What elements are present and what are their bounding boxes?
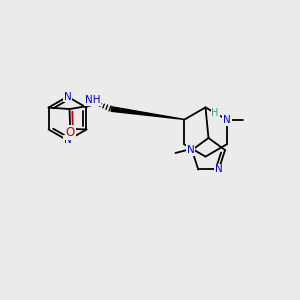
Text: NH: NH [85,95,100,105]
Polygon shape [111,107,184,119]
Text: O: O [65,126,75,139]
Text: H: H [212,108,219,118]
Text: N: N [215,164,223,175]
Text: N: N [223,115,231,125]
Text: N: N [64,135,71,146]
Text: N: N [64,92,71,102]
Text: N: N [187,145,194,155]
